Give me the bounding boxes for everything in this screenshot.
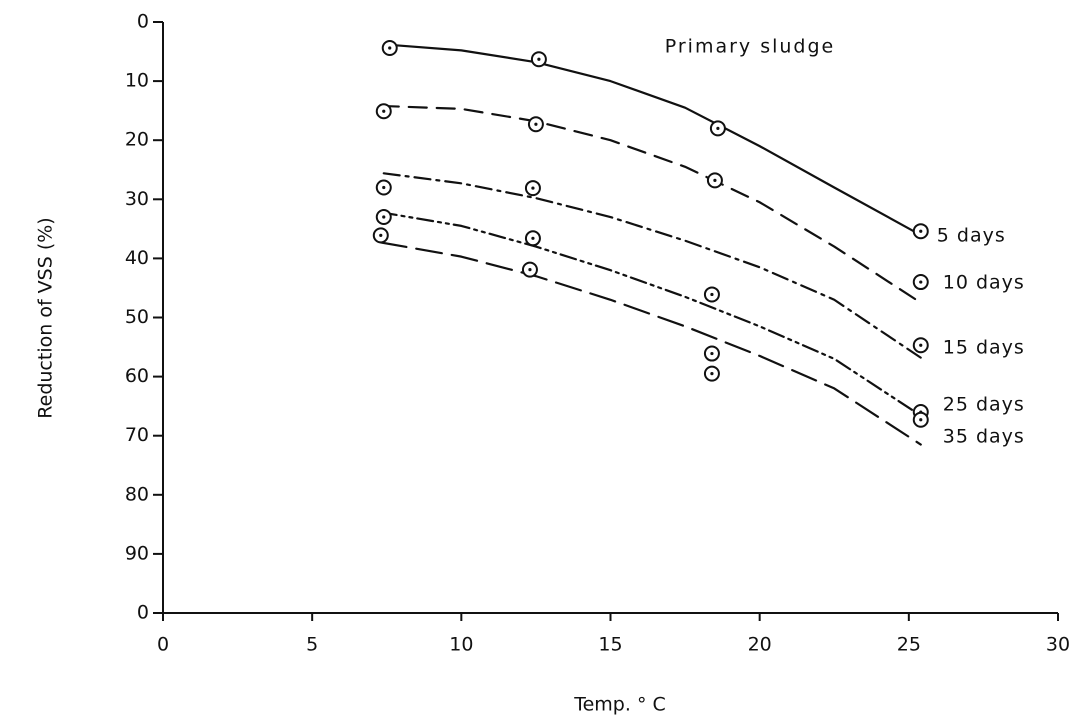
y-axis-label: Reduction of VSS (%) bbox=[35, 217, 57, 418]
data-point-center bbox=[710, 292, 714, 297]
data-point-center bbox=[531, 186, 535, 190]
y-tick-label: 90 bbox=[125, 542, 149, 564]
y-tick-label: 70 bbox=[125, 424, 149, 446]
series-label: 5 days bbox=[937, 225, 1006, 247]
series-label: 10 days bbox=[943, 272, 1025, 294]
series-label: 35 days bbox=[943, 426, 1025, 448]
y-tick-label: 10 bbox=[125, 70, 149, 92]
y-tick-label: 0 bbox=[137, 11, 149, 33]
series-label: 15 days bbox=[943, 337, 1025, 359]
x-tick-label: 0 bbox=[157, 634, 169, 656]
data-point-center bbox=[919, 418, 923, 422]
x-tick-label: 20 bbox=[748, 634, 772, 656]
data-point-center bbox=[382, 185, 386, 190]
fit-curve bbox=[379, 104, 922, 304]
x-axis-label: Temp. ° C bbox=[573, 694, 666, 716]
y-tick-label: 40 bbox=[125, 247, 149, 269]
fit-curve bbox=[382, 172, 922, 359]
data-point-center bbox=[537, 57, 541, 61]
data-point-center bbox=[716, 126, 720, 130]
data-point-center bbox=[919, 343, 923, 347]
fit-curve bbox=[379, 211, 922, 417]
data-point-center bbox=[382, 109, 386, 113]
fit-curve bbox=[379, 241, 922, 446]
data-point-center bbox=[713, 178, 717, 182]
data-point-center bbox=[534, 122, 538, 126]
series-label: 25 days bbox=[943, 394, 1025, 416]
data-point-center bbox=[919, 280, 923, 284]
x-tick-label: 10 bbox=[449, 634, 473, 656]
data-point-center bbox=[528, 268, 532, 272]
x-tick-label: 30 bbox=[1046, 634, 1070, 656]
x-tick-label: 25 bbox=[897, 634, 921, 656]
y-tick-label: 80 bbox=[125, 483, 149, 505]
data-point-center bbox=[710, 372, 714, 376]
data-point-center bbox=[388, 46, 392, 50]
data-point-center bbox=[919, 229, 923, 233]
x-tick-label: 5 bbox=[306, 634, 318, 656]
data-point-center bbox=[379, 233, 383, 237]
data-point-center bbox=[382, 215, 386, 219]
data-point-center bbox=[710, 351, 714, 356]
x-tick-label: 15 bbox=[598, 634, 622, 656]
data-point-center bbox=[531, 236, 535, 240]
y-tick-label: 50 bbox=[125, 306, 149, 328]
annotation: Primary sludge bbox=[665, 36, 836, 58]
y-tick-label: 20 bbox=[125, 129, 149, 151]
y-tick-label: 0 bbox=[137, 602, 149, 624]
y-tick-label: 60 bbox=[125, 365, 149, 387]
fit-curve bbox=[391, 43, 916, 233]
y-tick-label: 30 bbox=[125, 188, 149, 210]
